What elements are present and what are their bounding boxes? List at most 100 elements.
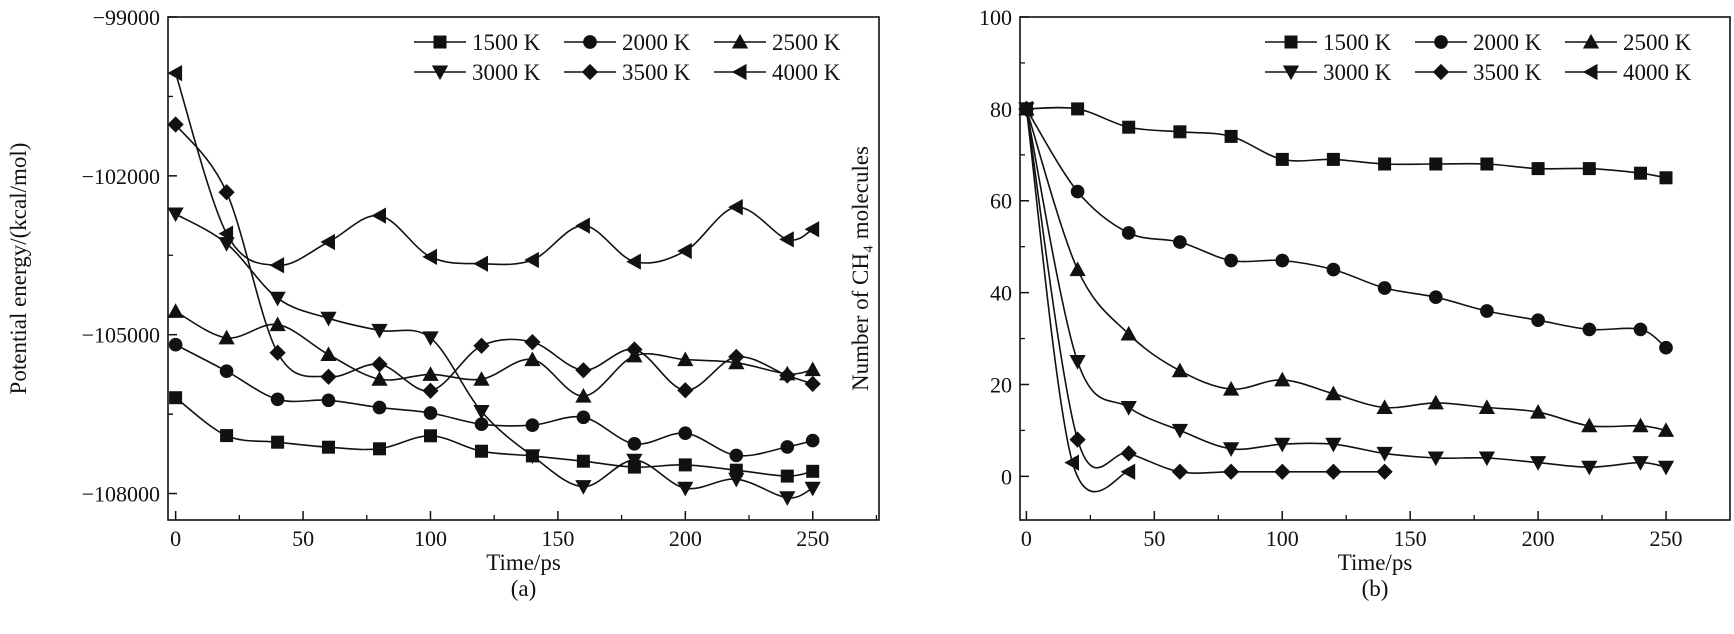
data-point <box>1222 463 1240 480</box>
legend-item: 3500 K <box>1415 60 1542 85</box>
data-point <box>1120 445 1137 462</box>
series-2000k <box>168 337 820 463</box>
data-point <box>1275 152 1289 166</box>
y-tick-label: −105000 <box>82 323 160 348</box>
series-2500k <box>167 303 821 403</box>
data-point <box>218 184 235 201</box>
data-point <box>524 333 541 351</box>
series-line <box>175 213 814 499</box>
x-tick-label: 150 <box>541 526 574 551</box>
x-axis-label: Time/ps <box>486 550 561 575</box>
data-point <box>372 400 387 415</box>
data-point <box>1325 463 1342 480</box>
legend-marker <box>1282 65 1300 81</box>
data-point <box>1069 431 1086 448</box>
legend-marker <box>583 35 597 49</box>
data-point <box>1529 456 1547 471</box>
data-point <box>780 440 795 454</box>
data-point <box>1427 451 1444 467</box>
data-point <box>473 337 490 354</box>
data-point <box>167 207 184 223</box>
x-tick-label: 0 <box>1021 526 1032 551</box>
data-point <box>1657 422 1675 437</box>
data-point <box>1428 290 1443 305</box>
data-point <box>627 436 642 451</box>
data-point <box>371 371 388 386</box>
series-line <box>1025 108 1667 432</box>
data-point <box>1120 401 1137 416</box>
data-point <box>804 481 821 497</box>
data-point <box>575 217 590 234</box>
chart-panel-b: 0 50 100 150 200 250 0 20 40 60 80 100 Time/ps(b) Num… <box>848 5 1731 601</box>
legend: 1500 K 2000 K 2500 K 3000 K 3500 K 4000 K <box>1265 30 1692 85</box>
legend-item: 3000 K <box>414 60 541 85</box>
data-point <box>1325 437 1342 453</box>
x-tick-label: 250 <box>1650 526 1683 551</box>
data-point <box>1634 166 1647 180</box>
data-point <box>576 410 591 425</box>
data-point <box>1120 463 1136 480</box>
y-tick-label: −99000 <box>93 5 160 30</box>
data-point <box>423 406 438 420</box>
data-point <box>1429 157 1443 171</box>
legend-item: 3000 K <box>1265 60 1392 85</box>
data-point <box>1529 403 1547 419</box>
data-point <box>167 303 184 318</box>
data-point <box>728 198 743 216</box>
y-tick-label: 20 <box>990 372 1012 397</box>
legend-marker <box>1434 35 1448 49</box>
legend-label: 2000 K <box>1473 30 1542 55</box>
legend-marker <box>1432 63 1450 81</box>
data-point <box>1657 460 1675 476</box>
legend-item: 2500 K <box>714 30 841 55</box>
data-point <box>1376 399 1393 414</box>
data-point <box>1274 437 1291 453</box>
legend-marker <box>431 65 449 81</box>
data-point <box>1326 152 1340 166</box>
data-point <box>806 464 820 478</box>
data-point <box>424 429 437 443</box>
series-line <box>174 72 814 267</box>
data-point <box>805 433 820 448</box>
legend-label: 1500 K <box>1323 30 1392 55</box>
data-point <box>525 418 540 433</box>
x-tick-label: 200 <box>1522 526 1555 551</box>
data-point <box>1581 417 1598 433</box>
data-point <box>575 387 592 403</box>
legend-item: 1500 K <box>1265 30 1392 55</box>
x-tick-label: 150 <box>1394 526 1427 551</box>
data-point <box>677 242 692 260</box>
y-tick-label: 0 <box>1001 464 1012 489</box>
data-point <box>1581 460 1598 476</box>
data-point <box>271 435 285 449</box>
legend-marker <box>581 63 599 81</box>
data-point <box>1120 325 1137 341</box>
data-point <box>1531 313 1545 328</box>
data-point <box>677 382 694 399</box>
data-point <box>220 429 234 443</box>
legend-label: 4000 K <box>1623 60 1692 85</box>
data-point <box>678 458 692 472</box>
legend-item: 3500 K <box>564 60 691 85</box>
series-3000k <box>1018 102 1675 476</box>
data-point <box>1171 463 1189 480</box>
data-point <box>1171 362 1189 378</box>
series-4000k <box>1018 100 1136 493</box>
data-point <box>1478 399 1496 414</box>
y-tick-label: −108000 <box>82 482 160 507</box>
series-1500k <box>169 391 820 483</box>
data-point <box>270 392 285 407</box>
data-point <box>1480 304 1494 318</box>
data-point <box>575 480 592 495</box>
series-3000k <box>167 207 821 506</box>
data-point <box>169 391 183 405</box>
data-point <box>626 253 641 270</box>
data-point <box>371 356 388 373</box>
data-point <box>373 442 386 456</box>
data-point <box>1173 235 1187 249</box>
legend-item: 4000 K <box>1565 60 1692 85</box>
data-point <box>167 116 184 133</box>
legend-marker <box>433 35 447 49</box>
data-point <box>1659 171 1673 185</box>
y-tick-label: 80 <box>990 97 1012 122</box>
